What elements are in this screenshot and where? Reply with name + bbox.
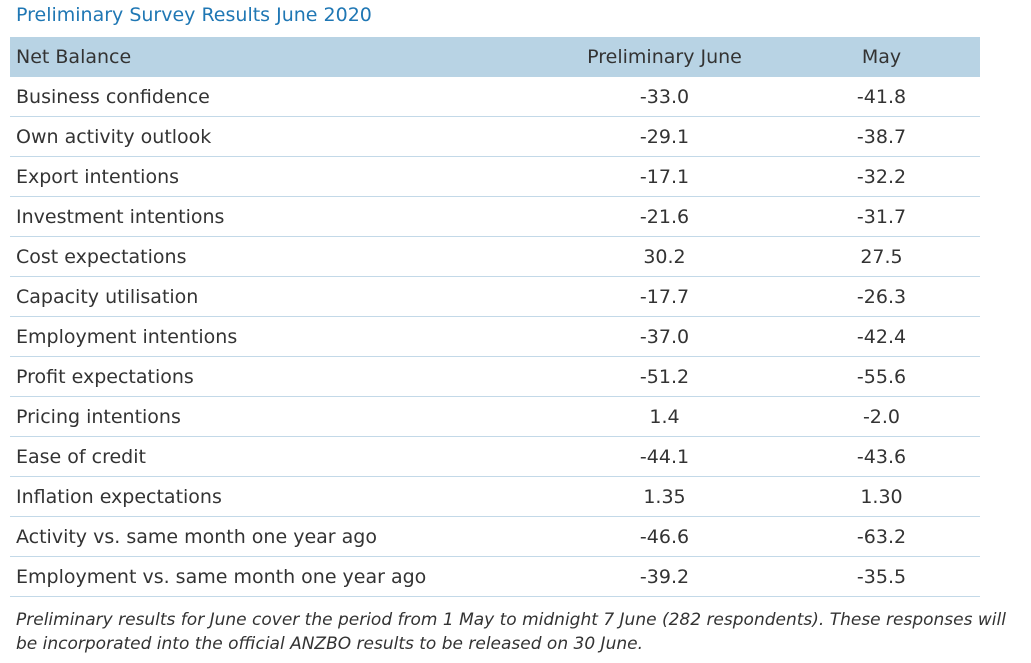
header-cell: May: [777, 37, 980, 77]
table-body: Business confidence -33.0 -41.8 Own activit…: [10, 77, 980, 597]
value-cell: -17.1: [546, 156, 777, 197]
table-row: Own activity outlook -29.1 -38.7: [10, 116, 980, 157]
row-label: Investment intentions: [10, 196, 546, 237]
row-label: Own activity outlook: [10, 116, 546, 157]
title: Preliminary Survey Results June 2020: [16, 4, 372, 26]
value-cell: -33.0: [546, 77, 777, 117]
table-row: Employment vs. same month one year ago -3…: [10, 556, 980, 597]
row-label: Profit expectations: [10, 356, 546, 397]
table-row: Ease of credit -44.1 -43.6: [10, 436, 980, 477]
row-label: Business confidence: [10, 77, 546, 117]
value-cell: -32.2: [777, 156, 980, 197]
header-row: Net Balance Preliminary June May: [10, 37, 980, 77]
value-cell: -44.1: [546, 436, 777, 477]
header-cell: Net Balance: [10, 37, 546, 77]
row-label: Ease of credit: [10, 436, 546, 477]
value-cell: -38.7: [777, 116, 980, 157]
table-row: Pricing intentions 1.4 -2.0: [10, 396, 980, 437]
value-cell: -29.1: [546, 116, 777, 157]
row-label: Activity vs. same month one year ago: [10, 516, 546, 557]
table-row: Capacity utilisation -17.7 -26.3: [10, 276, 980, 317]
value-cell: -39.2: [546, 556, 777, 597]
row-label: Cost expectations: [10, 236, 546, 277]
table-row: Employment intentions -37.0 -42.4: [10, 316, 980, 357]
value-cell: 27.5: [777, 236, 980, 277]
value-cell: -2.0: [777, 396, 980, 437]
value-cell: -31.7: [777, 196, 980, 237]
value-cell: -21.6: [546, 196, 777, 237]
table-row: Activity vs. same month one year ago -46.…: [10, 516, 980, 557]
row-label: Capacity utilisation: [10, 276, 546, 317]
table-row: Profit expectations -51.2 -55.6: [10, 356, 980, 397]
row-label: Export intentions: [10, 156, 546, 197]
value-cell: -41.8: [777, 77, 980, 117]
row-label: Employment vs. same month one year ago: [10, 556, 546, 597]
value-cell: -17.7: [546, 276, 777, 317]
row-label: Employment intentions: [10, 316, 546, 357]
value-cell: -55.6: [777, 356, 980, 397]
value-cell: -63.2: [777, 516, 980, 557]
header-cell: Preliminary June: [546, 37, 777, 77]
table-header: Net Balance Preliminary June May: [10, 37, 980, 77]
row-label: Pricing intentions: [10, 396, 546, 437]
value-cell: 1.30: [777, 476, 980, 517]
value-cell: -26.3: [777, 276, 980, 317]
value-cell: -51.2: [546, 356, 777, 397]
row-label: Inflation expectations: [10, 476, 546, 517]
value-cell: -35.5: [777, 556, 980, 597]
value-cell: -43.6: [777, 436, 980, 477]
value-cell: 1.4: [546, 396, 777, 437]
table-row: Inflation expectations 1.35 1.30: [10, 476, 980, 517]
table-row: Investment intentions -21.6 -31.7: [10, 196, 980, 237]
value-cell: 1.35: [546, 476, 777, 517]
value-cell: -37.0: [546, 316, 777, 357]
value-cell: -46.6: [546, 516, 777, 557]
footnote: Preliminary results for June cover the p…: [16, 610, 1006, 654]
survey-table: Net Balance Preliminary June May Busines…: [10, 37, 980, 597]
table-row: Export intentions -17.1 -32.2: [10, 156, 980, 197]
value-cell: 30.2: [546, 236, 777, 277]
table-row: Business confidence -33.0 -41.8: [10, 77, 980, 117]
table-row: Cost expectations 30.2 27.5: [10, 236, 980, 277]
value-cell: -42.4: [777, 316, 980, 357]
